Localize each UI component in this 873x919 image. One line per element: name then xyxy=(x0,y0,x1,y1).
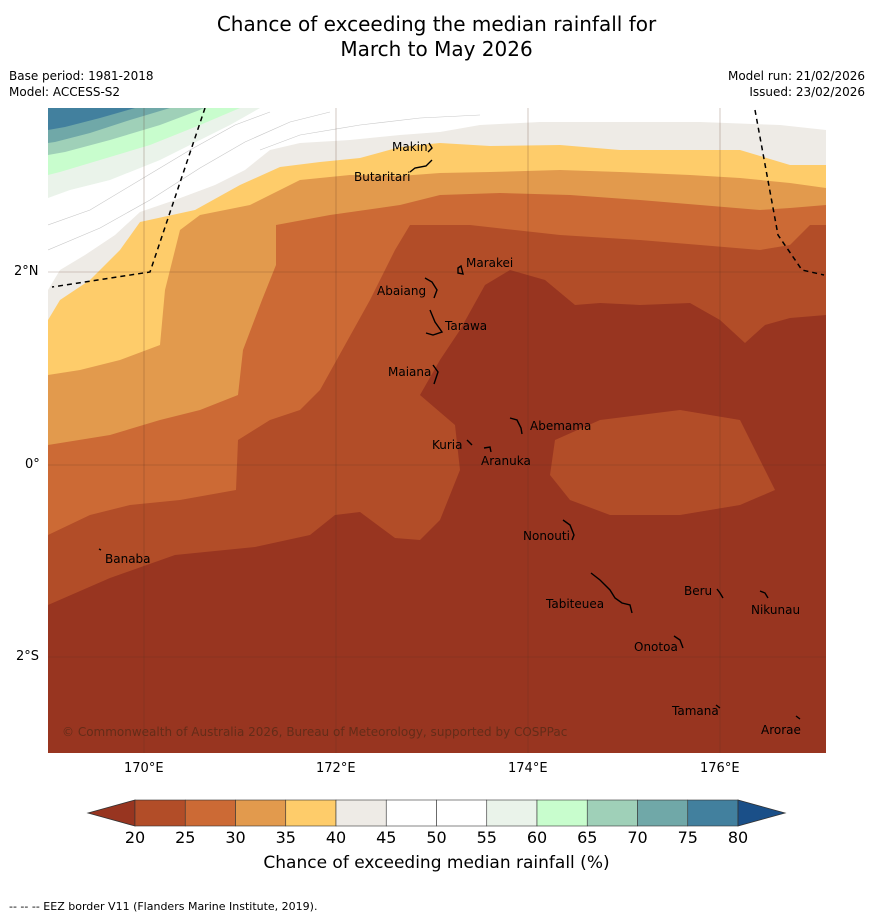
label-nonouti: Nonouti xyxy=(523,529,570,543)
band-25-30-patch xyxy=(550,410,775,515)
colorbar-segment xyxy=(687,799,739,827)
colorbar-segment xyxy=(637,799,689,827)
label-tabiteuea: Tabiteuea xyxy=(545,597,604,611)
lat-label-2n: 2°N xyxy=(14,264,39,279)
eez-footnote: -- -- -- EEZ border V11 (Flanders Marine… xyxy=(9,900,318,913)
label-kuria: Kuria xyxy=(432,438,463,452)
copyright-notice: © Commonwealth of Australia 2026, Bureau… xyxy=(62,725,567,739)
island-outlines xyxy=(98,142,801,720)
colorbar-label: Chance of exceeding median rainfall (%) xyxy=(263,853,610,873)
lon-label-174: 174°E xyxy=(508,761,548,776)
colorbar-segment xyxy=(285,799,337,827)
colorbar-tick: 35 xyxy=(275,828,296,847)
lon-label-172: 172°E xyxy=(316,761,356,776)
colorbar-low-arrow xyxy=(86,799,136,827)
colorbar-segment xyxy=(586,799,638,827)
colorbar-segment xyxy=(335,799,387,827)
label-abemama: Abemama xyxy=(530,419,591,433)
island-labels: Makin Butaritari Marakei Abaiang Tarawa … xyxy=(105,140,801,737)
map-title: Chance of exceeding the median rainfall … xyxy=(0,12,873,62)
colorbar-segment xyxy=(436,799,488,827)
label-nikunau: Nikunau xyxy=(751,603,800,617)
colorbar-tick: 50 xyxy=(426,828,447,847)
colorbar-tick: 55 xyxy=(476,828,497,847)
colorbar-tick: 20 xyxy=(124,828,146,847)
label-tamana: Tamana xyxy=(671,704,719,718)
label-abaiang: Abaiang xyxy=(377,284,426,298)
label-tarawa: Tarawa xyxy=(444,319,487,333)
colorbar-tick: 25 xyxy=(175,828,196,847)
issued-date: Issued: 23/02/2026 xyxy=(749,85,865,99)
colorbar-segment xyxy=(385,799,437,827)
colorbar-tick: 75 xyxy=(677,828,698,847)
colorbar-tick: 60 xyxy=(526,828,548,847)
meta-right: Model run: 21/02/2026 Issued: 23/02/2026 xyxy=(728,68,865,100)
colorbar-segments xyxy=(134,799,739,827)
colorbar-high-arrow xyxy=(737,799,787,827)
colorbar-segment xyxy=(486,799,538,827)
colorbar-tick: 70 xyxy=(627,828,648,847)
band-75-80 xyxy=(48,108,135,130)
colorbar-segment xyxy=(536,799,588,827)
colorbar-segment xyxy=(134,799,186,827)
label-butaritari: Butaritari xyxy=(354,170,411,184)
band-50-55 xyxy=(48,108,826,290)
title-line-2: March to May 2026 xyxy=(340,37,533,61)
colorbar-tick: 65 xyxy=(577,828,598,847)
lon-label-176: 176°E xyxy=(700,761,740,776)
colorbar-tick: 80 xyxy=(727,828,749,847)
label-beru: Beru xyxy=(684,584,712,598)
lat-label-0: 0° xyxy=(25,457,40,472)
model-name: Model: ACCESS-S2 xyxy=(9,85,121,99)
colorbar-segment xyxy=(235,799,287,827)
eez-border xyxy=(51,108,825,288)
label-makin: Makin xyxy=(392,140,428,154)
colorbar-tick: 40 xyxy=(325,828,347,847)
label-banaba: Banaba xyxy=(105,552,151,566)
lon-label-170: 170°E xyxy=(124,761,164,776)
meta-left: Base period: 1981-2018 Model: ACCESS-S2 xyxy=(9,68,154,100)
label-arorae: Arorae xyxy=(761,723,801,737)
faint-contours xyxy=(48,111,481,251)
colorbar-tick: 45 xyxy=(376,828,397,847)
base-period: Base period: 1981-2018 xyxy=(9,69,154,83)
lat-label-2s: 2°S xyxy=(16,649,40,664)
label-aranuka: Aranuka xyxy=(481,454,531,468)
title-line-1: Chance of exceeding the median rainfall … xyxy=(216,12,657,36)
colorbar xyxy=(86,799,787,827)
label-onotoa: Onotoa xyxy=(634,640,678,654)
colorbar-segment xyxy=(184,799,236,827)
model-run: Model run: 21/02/2026 xyxy=(727,69,865,83)
colorbar-tick: 30 xyxy=(225,828,246,847)
graticule xyxy=(48,108,826,753)
contour-fills: Makin Butaritari Marakei Abaiang Tarawa … xyxy=(48,108,826,753)
label-maiana: Maiana xyxy=(388,365,431,379)
label-marakei: Marakei xyxy=(466,256,513,270)
